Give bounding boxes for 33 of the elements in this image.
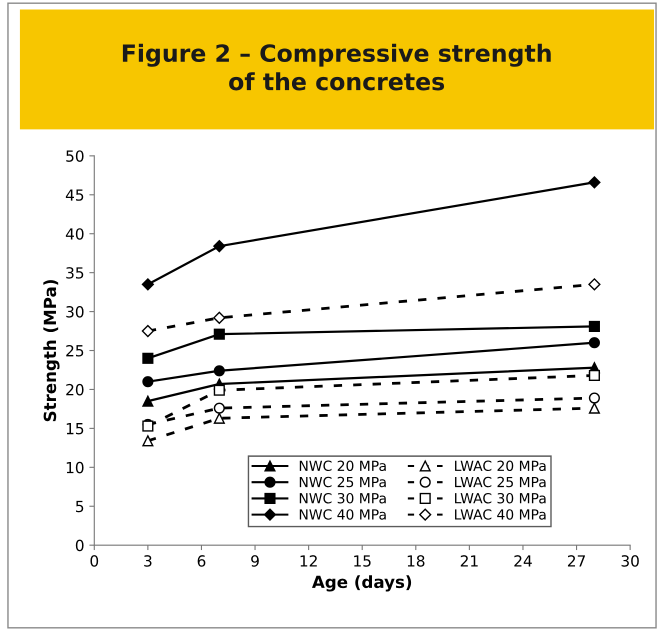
x-tick-label: 27 xyxy=(568,555,585,567)
y-tick-label: 25 xyxy=(66,344,84,357)
y-tick-label: 10 xyxy=(66,462,84,474)
y-tick-label: 20 xyxy=(66,384,84,396)
legend-label: LWAC 30 MPa xyxy=(455,492,546,504)
x-tick-label: 12 xyxy=(300,555,317,567)
y-tick-label: 50 xyxy=(66,150,84,162)
legend-label: LWAC 20 MPa xyxy=(455,460,546,472)
x-tick-label: 0 xyxy=(90,555,98,567)
x-tick-label: 15 xyxy=(354,555,371,567)
x-tick-label: 6 xyxy=(198,555,206,567)
x-tick-label: 9 xyxy=(251,555,259,567)
x-tick-label: 18 xyxy=(408,555,424,567)
y-axis-title: Strength (MPa) xyxy=(43,280,60,422)
legend-label: NWC 30 MPa xyxy=(300,492,386,504)
x-tick-label: 3 xyxy=(144,555,152,567)
legend-label: LWAC 25 MPa xyxy=(455,476,546,488)
x-tick-label: 24 xyxy=(514,555,532,567)
y-tick-label: 0 xyxy=(76,540,84,552)
legend-label: NWC 20 MPa xyxy=(300,460,386,472)
legend-label: LWAC 40 MPa xyxy=(455,509,546,520)
y-tick-label: 35 xyxy=(66,267,84,279)
y-tick-label: 40 xyxy=(66,228,84,240)
legend-label: NWC 40 MPa xyxy=(300,509,386,520)
x-tick-label: 21 xyxy=(460,555,478,567)
x-tick-label: 30 xyxy=(622,555,639,567)
y-tick-label: 30 xyxy=(66,306,84,318)
x-axis-title: Age (days) xyxy=(312,575,412,592)
chart-title: Figure 2 – Compressive strength of the concretes xyxy=(122,44,551,90)
y-tick-label: 45 xyxy=(66,189,84,201)
y-tick-label: 5 xyxy=(76,500,84,512)
legend-label: NWC 25 MPa xyxy=(300,476,386,488)
y-tick-label: 15 xyxy=(66,423,84,434)
